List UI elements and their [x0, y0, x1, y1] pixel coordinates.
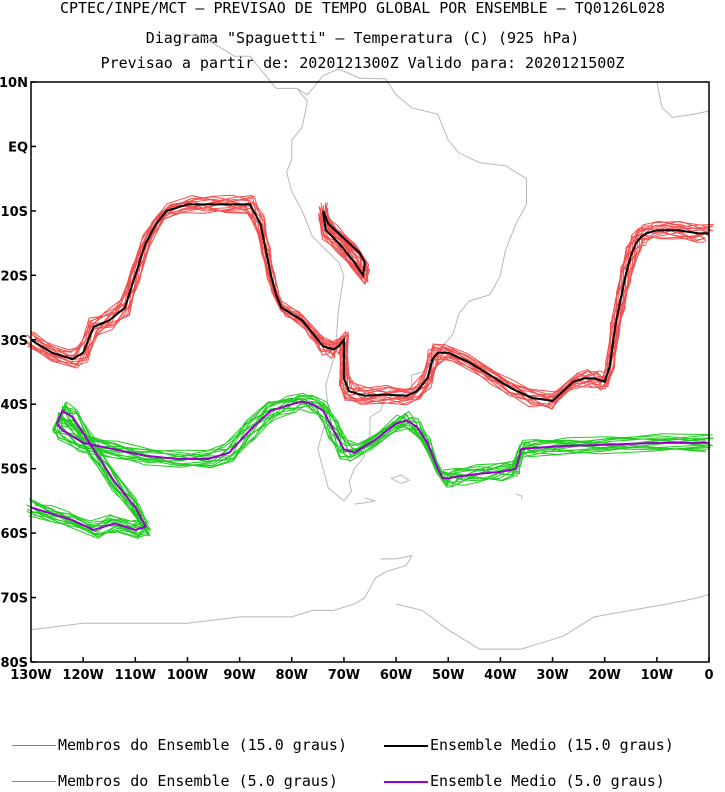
member-5-line [34, 398, 706, 540]
ensemble-mean-15-line [322, 210, 366, 279]
coastline-map [30, 33, 710, 650]
x-tick-label: 110W [115, 668, 156, 683]
x-tick-label: 40W [484, 668, 516, 683]
coastline [390, 474, 411, 485]
member-15-line [26, 198, 705, 405]
legend-item-members-15: Membros do Ensemble (15.0 graus) [12, 736, 347, 754]
member-5-line [33, 397, 707, 537]
y-tick-label: 30S [1, 334, 28, 349]
member-15-line [35, 204, 714, 408]
y-tick-label: 60S [1, 527, 28, 542]
x-axis: 130W 120W 110W 100W 90W 80W 70W 60W 50W 40W 30W 20W… [10, 657, 714, 683]
x-tick-label: 90W [223, 668, 255, 683]
legend-label-members-15: Membros do Ensemble (15.0 graus) [58, 736, 347, 754]
x-tick-label: 60W [380, 668, 412, 683]
coastline [656, 81, 710, 118]
x-tick-label: 0 [704, 668, 713, 683]
x-tick-label: 100W [167, 668, 208, 683]
ensemble-means [30, 203, 709, 531]
title-line-1: CPTEC/INPE/MCT – PREVISAO DE TEMPO GLOBA… [59, 0, 666, 17]
member-15-line [31, 200, 711, 410]
legend-label-mean-15: Ensemble Medio (15.0 graus) [430, 736, 674, 754]
coastline [286, 68, 527, 502]
y-tick-label: 10S [1, 205, 28, 220]
member-5-line [26, 404, 714, 532]
ensemble-members-15 [26, 194, 714, 410]
y-tick-label: 20S [1, 269, 28, 284]
x-tick-label: 80W [276, 668, 308, 683]
x-tick-label: 10W [641, 668, 673, 683]
legend-swatch-members-5 [12, 781, 56, 782]
legend-item-members-5: Membros do Ensemble (5.0 graus) [12, 772, 338, 790]
coastline [182, 33, 297, 89]
y-tick-label: 80S [1, 656, 28, 671]
x-tick-label: 30W [536, 668, 568, 683]
y-tick-label: 40S [1, 398, 28, 413]
legend-swatch-mean-5 [384, 780, 428, 783]
x-tick-label: 50W [432, 668, 464, 683]
y-tick-label: 70S [1, 592, 28, 607]
y-axis: 10N EQ 10S 20S 30S 40S 50S 60S 70S 80S [0, 76, 36, 671]
title-line-2: Diagrama "Spaguetti" – Temperatura (C) (… [145, 29, 580, 47]
member-5-line [29, 400, 711, 538]
coastline [354, 497, 376, 505]
legend-item-mean-5: Ensemble Medio (5.0 graus) [384, 772, 665, 790]
legend-label-members-5: Membros do Ensemble (5.0 graus) [58, 772, 338, 790]
y-tick-label: EQ [8, 140, 28, 155]
ensemble-members-5 [26, 392, 714, 540]
coastline [30, 554, 413, 631]
member-15-line [34, 202, 713, 409]
y-tick-label: 50S [1, 463, 28, 478]
coastline [395, 593, 710, 650]
legend-swatch-members-15 [12, 745, 56, 746]
plot-frame [30, 81, 710, 663]
legend-label-mean-5: Ensemble Medio (5.0 graus) [430, 772, 665, 790]
ensemble-mean-5-line [30, 400, 709, 531]
legend-swatch-mean-15 [384, 744, 428, 747]
x-tick-label: 130W [10, 668, 51, 683]
y-tick-label: 10N [0, 76, 28, 91]
legend-item-mean-15: Ensemble Medio (15.0 graus) [384, 736, 674, 754]
x-tick-label: 70W [328, 668, 360, 683]
member-5-line [28, 400, 712, 536]
coastline [515, 493, 523, 500]
x-tick-label: 20W [588, 668, 620, 683]
ensemble-mean-15-line [30, 203, 709, 403]
title-line-3: Previsao a partir de: 2020121300Z Valido… [100, 54, 625, 72]
x-tick-label: 120W [62, 668, 103, 683]
